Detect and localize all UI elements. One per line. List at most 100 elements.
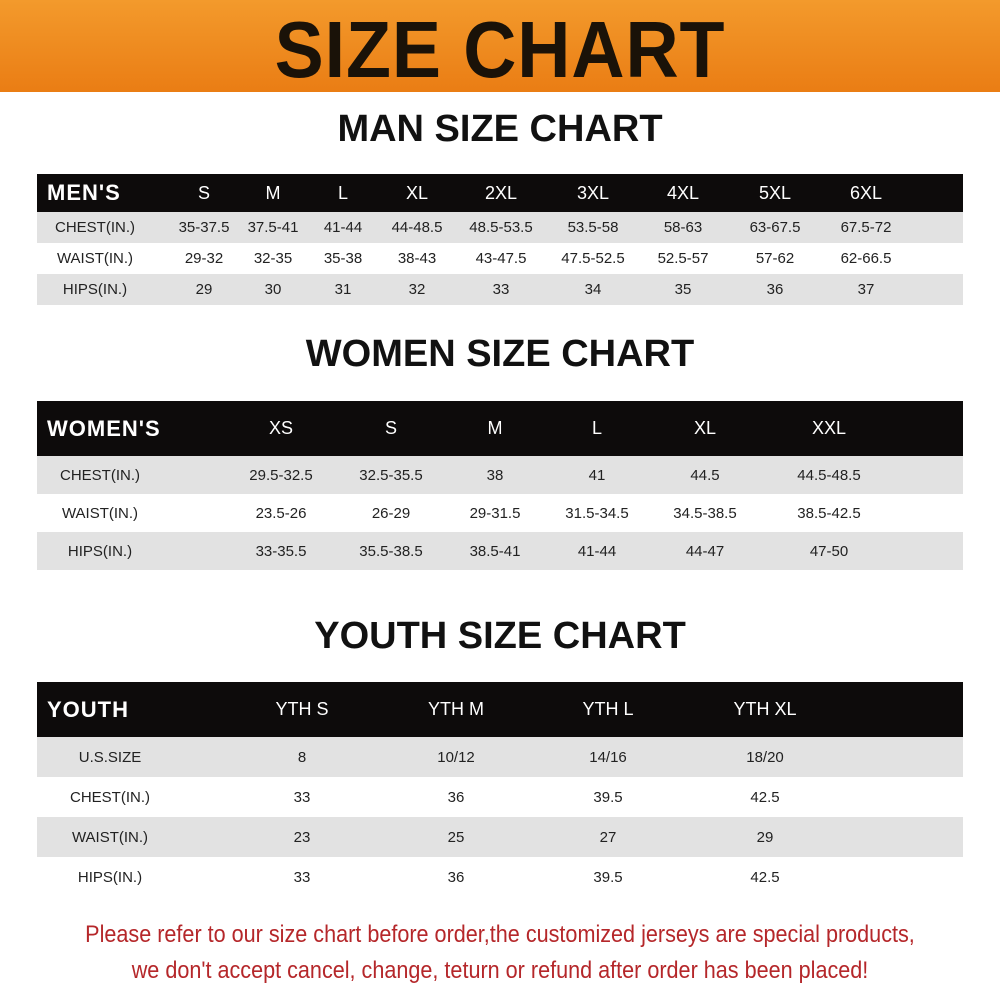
- measurement-value: 35.5-38.5: [359, 542, 423, 560]
- measurement-value: 39.5: [593, 788, 623, 806]
- measurement-label: CHEST(IN.): [60, 466, 140, 484]
- measurement-value: 48.5-53.5: [469, 219, 533, 236]
- youth-header-row: YOUTH YTH S YTH M YTH L YTH XL: [37, 682, 963, 737]
- measurement-value: 38.5-41: [469, 542, 521, 560]
- measurement-value: 33-35.5: [255, 542, 307, 560]
- men-table-heading: MEN'S: [47, 180, 121, 205]
- measurement-value: 31.5-34.5: [565, 504, 629, 522]
- measurement-value: 14/16: [589, 748, 627, 766]
- measurement-value: 29-31.5: [469, 504, 521, 522]
- measurement-value: 33: [293, 788, 311, 806]
- measurement-value: 37.5-41: [247, 219, 299, 236]
- measurement-label: HIPS(IN.): [62, 281, 128, 298]
- measurement-value: 42.5: [750, 788, 780, 806]
- size-column-header: S: [384, 418, 398, 438]
- notice-line-1: Please refer to our size chart before or…: [85, 921, 915, 948]
- measurement-label: WAIST(IN.): [61, 504, 139, 522]
- measurement-value: 18/20: [746, 748, 784, 766]
- size-column-header: 5XL: [758, 182, 792, 203]
- men-section-title: MAN SIZE CHART: [337, 108, 663, 150]
- measurement-value: 43-47.5: [475, 250, 527, 267]
- measurement-label: U.S.SIZE: [78, 748, 142, 766]
- measurement-value: 33: [492, 281, 510, 298]
- men-size-table: MEN'S S M L XL 2XL 3XL 4XL 5XL 6XL CHEST(IN.) 35-37…: [37, 174, 963, 305]
- size-column-header: L: [337, 182, 349, 203]
- measurement-value: 44.5: [690, 466, 720, 484]
- measurement-value: 36: [447, 868, 465, 886]
- measurement-label: WAIST(IN.): [71, 828, 149, 846]
- women-table-heading: WOMEN'S: [47, 415, 161, 441]
- measurement-value: 63-67.5: [749, 219, 801, 236]
- measurement-value: 35: [674, 281, 692, 298]
- size-column-header: YTH XL: [733, 699, 797, 719]
- measurement-value: 25: [447, 828, 465, 846]
- measurement-value: 32: [408, 281, 426, 298]
- measurement-value: 33: [293, 868, 311, 886]
- measurement-value: 35-38: [323, 250, 363, 267]
- size-column-header: YTH L: [582, 699, 634, 719]
- youth-section-title: YOUTH SIZE CHART: [314, 615, 686, 657]
- measurement-value: 53.5-58: [567, 219, 619, 236]
- measurement-value: 26-29: [371, 504, 411, 522]
- measurement-value: 44.5-48.5: [797, 466, 861, 484]
- table-row: WAIST(IN.) 23 25 27 29: [37, 817, 963, 857]
- measurement-value: 41: [588, 466, 606, 484]
- size-column-header: XL: [405, 182, 429, 203]
- size-column-header: M: [265, 182, 281, 203]
- measurement-label: CHEST(IN.): [70, 788, 150, 806]
- men-header-row: MEN'S S M L XL 2XL 3XL 4XL 5XL 6XL: [37, 174, 963, 212]
- table-row: HIPS(IN.) 33-35.5 35.5-38.5 38.5-41 41-44 44-…: [37, 532, 963, 570]
- youth-size-table: YOUTH YTH S YTH M YTH L YTH XL U.S.SIZE 8 10/12…: [37, 682, 963, 897]
- measurement-value: 27: [599, 828, 617, 846]
- measurement-value: 29-32: [184, 250, 224, 267]
- measurement-label: HIPS(IN.): [67, 542, 133, 560]
- measurement-value: 32.5-35.5: [359, 466, 423, 484]
- measurement-value: 29: [756, 828, 774, 846]
- size-column-header: M: [487, 418, 503, 438]
- measurement-value: 52.5-57: [657, 250, 709, 267]
- table-row: CHEST(IN.) 29.5-32.5 32.5-35.5 38 41 44.5 44.5…: [37, 456, 963, 494]
- measurement-value: 42.5: [750, 868, 780, 886]
- women-header-row: WOMEN'S XS S M L XL XXL: [37, 401, 963, 456]
- size-column-header: L: [591, 418, 603, 438]
- measurement-value: 44-47: [685, 542, 725, 560]
- measurement-value: 38: [486, 466, 504, 484]
- table-row: HIPS(IN.) 33 36 39.5 42.5: [37, 857, 963, 897]
- measurement-value: 29.5-32.5: [249, 466, 313, 484]
- measurement-value: 36: [447, 788, 465, 806]
- table-row: WAIST(IN.) 23.5-26 26-29 29-31.5 31.5-34.5 34…: [37, 494, 963, 532]
- size-column-header: 3XL: [576, 182, 610, 203]
- size-chart-banner: SIZE CHART: [0, 0, 1000, 94]
- size-column-header: S: [197, 182, 211, 203]
- measurement-value: 58-63: [663, 219, 703, 236]
- size-column-header: 2XL: [484, 182, 518, 203]
- table-row: WAIST(IN.) 29-32 32-35 35-38 38-43 43-47.5 47.…: [37, 243, 963, 274]
- size-column-header: YTH M: [428, 699, 484, 719]
- measurement-value: 23.5-26: [255, 504, 307, 522]
- table-row: HIPS(IN.) 29 30 31 32 33 34 35 36 37: [37, 274, 963, 305]
- measurement-value: 47-50: [809, 542, 849, 560]
- measurement-value: 38.5-42.5: [797, 504, 861, 522]
- measurement-label: CHEST(IN.): [55, 219, 135, 236]
- measurement-value: 36: [766, 281, 784, 298]
- measurement-value: 44-48.5: [391, 219, 443, 236]
- women-size-table: WOMEN'S XS S M L XL XXL CHEST(IN.) 29.5-32.5 32.5…: [37, 401, 963, 570]
- measurement-value: 29: [195, 281, 213, 298]
- measurement-value: 34: [584, 281, 602, 298]
- measurement-value: 34.5-38.5: [673, 504, 737, 522]
- measurement-value: 47.5-52.5: [561, 250, 625, 267]
- measurement-value: 23: [293, 828, 311, 846]
- measurement-value: 35-37.5: [178, 219, 230, 236]
- measurement-value: 30: [264, 281, 282, 298]
- table-row: CHEST(IN.) 35-37.5 37.5-41 41-44 44-48.5 48.5…: [37, 212, 963, 243]
- size-column-header: XXL: [811, 418, 847, 438]
- measurement-value: 41-44: [577, 542, 617, 560]
- measurement-value: 31: [334, 281, 352, 298]
- notice-line-2: we don't accept cancel, change, teturn o…: [131, 957, 869, 984]
- measurement-value: 57-62: [755, 250, 795, 267]
- measurement-value: 38-43: [397, 250, 437, 267]
- youth-table-heading: YOUTH: [47, 696, 129, 722]
- measurement-value: 62-66.5: [840, 250, 892, 267]
- size-column-header: XL: [693, 418, 717, 438]
- banner-title: SIZE CHART: [274, 5, 726, 94]
